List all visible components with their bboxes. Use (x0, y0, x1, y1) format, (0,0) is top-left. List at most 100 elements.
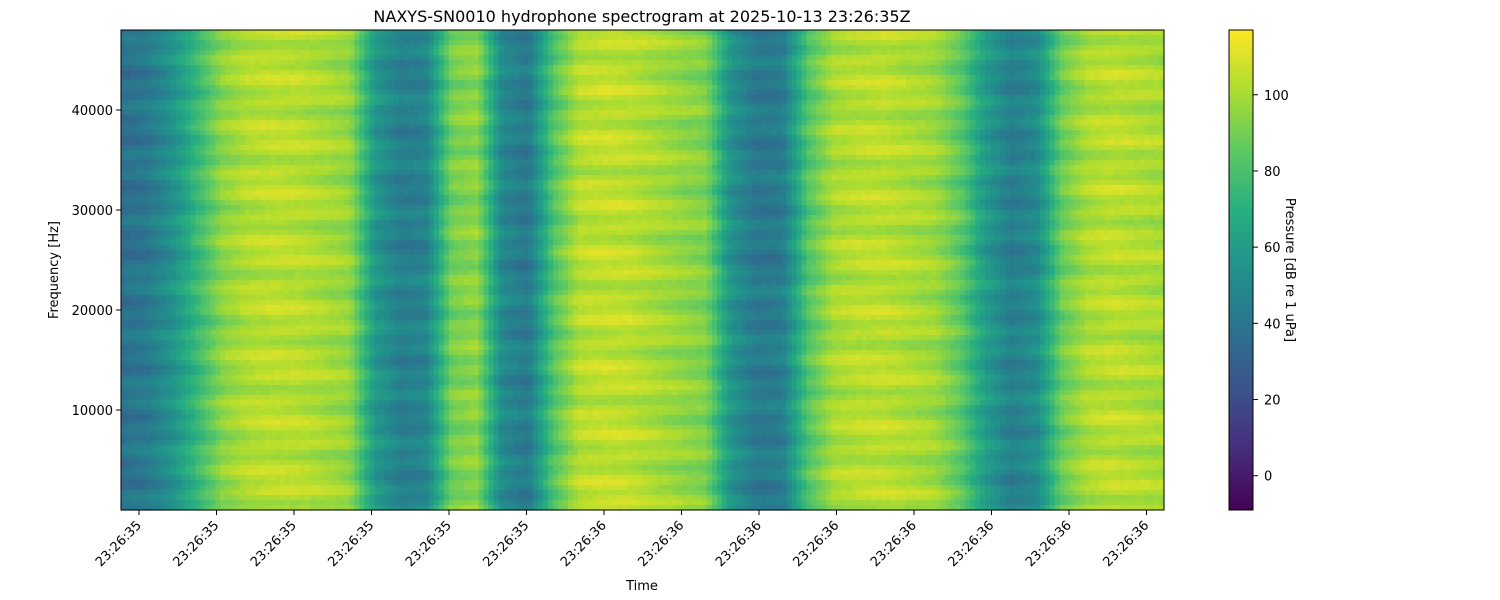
heatmap-cell (270, 50, 276, 56)
heatmap-cell (354, 305, 360, 311)
heatmap-cell (171, 490, 177, 496)
heatmap-cell (181, 485, 187, 491)
heatmap-cell (310, 295, 316, 301)
heatmap-cell (265, 150, 271, 156)
heatmap-cell (121, 400, 127, 406)
heatmap-cell (320, 445, 326, 451)
heatmap-cell (345, 95, 351, 101)
heatmap-cell (305, 345, 311, 351)
heatmap-cell (126, 220, 132, 226)
heatmap-cell (310, 485, 316, 491)
heatmap-cell (330, 150, 336, 156)
heatmap-cell (215, 195, 221, 201)
heatmap-cell (136, 400, 142, 406)
heatmap-cell (166, 440, 172, 446)
heatmap-cell (220, 450, 226, 456)
heatmap-cell (161, 265, 167, 271)
heatmap-cell (300, 340, 306, 346)
heatmap-cell (166, 405, 172, 411)
heatmap-cell (230, 430, 236, 436)
heatmap-cell (126, 95, 132, 101)
heatmap-cell (171, 350, 177, 356)
heatmap-cell (230, 200, 236, 206)
heatmap-cell (280, 35, 286, 41)
heatmap-cell (225, 425, 231, 431)
heatmap-cell (196, 240, 202, 246)
heatmap-cell (176, 265, 182, 271)
heatmap-cell (136, 380, 142, 386)
heatmap-cell (161, 420, 167, 426)
heatmap-cell (305, 500, 311, 506)
heatmap-cell (335, 455, 341, 461)
heatmap-cell (136, 455, 142, 461)
heatmap-cell (191, 145, 197, 151)
heatmap-cell (300, 425, 306, 431)
heatmap-cell (225, 85, 231, 91)
heatmap-cell (240, 30, 246, 36)
heatmap-cell (131, 205, 137, 211)
heatmap-cell (310, 90, 316, 96)
heatmap-cell (176, 160, 182, 166)
heatmap-cell (245, 390, 251, 396)
heatmap-cell (215, 395, 221, 401)
heatmap-cell (161, 135, 167, 141)
heatmap-cell (240, 85, 246, 91)
heatmap-cell (265, 125, 271, 131)
heatmap-cell (191, 450, 197, 456)
heatmap-cell (340, 290, 346, 296)
heatmap-cell (141, 415, 147, 421)
heatmap-cell (280, 440, 286, 446)
heatmap-cell (191, 50, 197, 56)
heatmap-cell (156, 270, 162, 276)
heatmap-cell (374, 60, 380, 66)
heatmap-cell (220, 285, 226, 291)
heatmap-cell (176, 295, 182, 301)
heatmap-cell (220, 440, 226, 446)
heatmap-cell (196, 145, 202, 151)
heatmap-cell (285, 60, 291, 66)
heatmap-cell (225, 100, 231, 106)
heatmap-cell (181, 475, 187, 481)
heatmap-cell (325, 285, 331, 291)
heatmap-cell (171, 480, 177, 486)
heatmap-cell (325, 185, 331, 191)
heatmap-cell (265, 415, 271, 421)
heatmap-cell (260, 205, 266, 211)
heatmap-cell (250, 320, 256, 326)
heatmap-cell (196, 285, 202, 291)
heatmap-cell (220, 275, 226, 281)
heatmap-cell (290, 465, 296, 471)
heatmap-cell (181, 210, 187, 216)
heatmap-cell (245, 45, 251, 51)
heatmap-cell (196, 500, 202, 506)
heatmap-cell (220, 45, 226, 51)
heatmap-cell (210, 430, 216, 436)
heatmap-cell (131, 245, 137, 251)
heatmap-cell (255, 245, 261, 251)
heatmap-cell (345, 305, 351, 311)
heatmap-cell (315, 430, 321, 436)
heatmap-cell (275, 190, 281, 196)
heatmap-cell (151, 175, 157, 181)
heatmap-cell (275, 140, 281, 146)
heatmap-cell (205, 400, 211, 406)
heatmap-cell (349, 290, 355, 296)
heatmap-cell (335, 395, 341, 401)
heatmap-cell (250, 175, 256, 181)
heatmap-cell (315, 460, 321, 466)
heatmap-cell (275, 365, 281, 371)
heatmap-cell (369, 470, 375, 476)
heatmap-cell (369, 410, 375, 416)
heatmap-cell (166, 95, 172, 101)
heatmap-cell (141, 385, 147, 391)
heatmap-cell (161, 275, 167, 281)
heatmap-cell (260, 490, 266, 496)
heatmap-cell (176, 455, 182, 461)
heatmap-cell (191, 225, 197, 231)
heatmap-cell (250, 295, 256, 301)
heatmap-cell (260, 190, 266, 196)
heatmap-cell (245, 495, 251, 501)
heatmap-cell (250, 100, 256, 106)
heatmap-cell (335, 185, 341, 191)
heatmap-cell (295, 495, 301, 501)
